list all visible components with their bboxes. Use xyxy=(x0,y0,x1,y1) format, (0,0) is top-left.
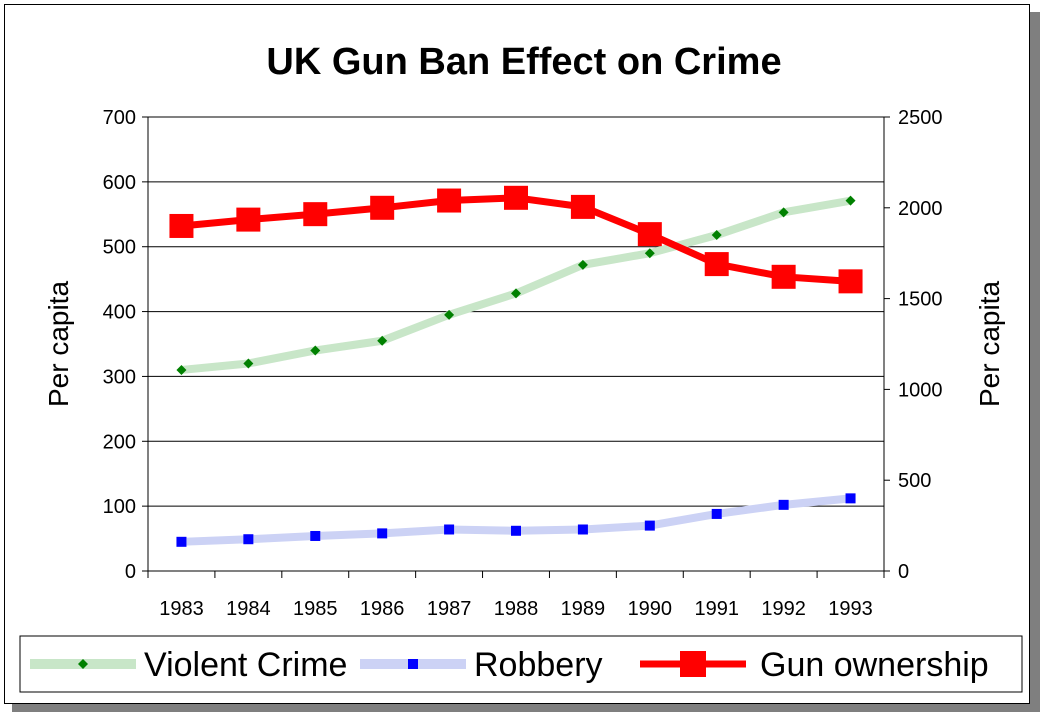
data-point xyxy=(370,195,395,220)
data-point xyxy=(511,288,521,299)
y-tick-label: 500 xyxy=(103,237,136,259)
x-tick-label-1986: 1986 xyxy=(360,598,405,620)
y2-tick-label: 1500 xyxy=(898,289,943,311)
y-tick-label: 400 xyxy=(103,302,136,324)
x-tick-label-1991: 1991 xyxy=(694,598,739,620)
x-tick-label-1988: 1988 xyxy=(494,598,539,620)
legend xyxy=(19,635,1023,693)
y2-axis-label: Per capita xyxy=(974,281,1005,407)
series-violent-crime xyxy=(176,195,856,375)
data-point xyxy=(176,364,187,375)
legend-swatch-marker xyxy=(680,651,706,677)
data-point xyxy=(637,222,662,247)
series-layer xyxy=(169,185,863,547)
data-point xyxy=(845,195,856,206)
data-point xyxy=(236,207,261,232)
data-point xyxy=(444,309,455,320)
series-gun-ownership xyxy=(169,185,863,294)
data-point xyxy=(243,358,254,369)
y2-tick-label: 2000 xyxy=(898,198,943,220)
y-tick-label: 700 xyxy=(103,107,136,129)
legend-label: Robbery xyxy=(474,646,603,684)
data-point xyxy=(243,534,254,545)
axes: 0 100 200 300 400 500 600 700 0 500 1000 1500 2000 25… xyxy=(103,107,943,620)
legend-entries: Violent Crime Robbery Gun ownership xyxy=(30,646,989,684)
legend-swatch-marker xyxy=(408,659,418,669)
data-point xyxy=(437,188,462,213)
x-tick-label-1990: 1990 xyxy=(628,598,673,620)
y2-tick-label: 1000 xyxy=(898,379,943,401)
data-point xyxy=(377,528,388,539)
data-point xyxy=(838,269,863,294)
data-point xyxy=(778,207,789,218)
plot-area xyxy=(147,116,885,572)
x-tick-label-1992: 1992 xyxy=(761,598,806,620)
legend-entry-gun-ownership: Gun ownership xyxy=(640,646,989,684)
series-robbery xyxy=(176,493,856,547)
data-point xyxy=(771,264,796,289)
data-point xyxy=(570,194,595,219)
data-point xyxy=(704,252,729,277)
y2-tick-label: 0 xyxy=(898,561,909,583)
x-tick-label-1993: 1993 xyxy=(828,598,873,620)
data-point xyxy=(303,202,328,227)
legend-swatch-marker xyxy=(78,659,88,669)
data-point xyxy=(377,335,388,346)
gridlines xyxy=(148,116,884,507)
y2-tick-label: 500 xyxy=(898,470,931,492)
y-axis-label: Per capita xyxy=(43,281,74,407)
data-point xyxy=(577,259,588,270)
data-point xyxy=(310,530,321,541)
series-line xyxy=(181,194,851,285)
x-tick-label-1985: 1985 xyxy=(293,598,338,620)
y-tick-label: 100 xyxy=(103,496,136,518)
x-tick-label-1983: 1983 xyxy=(159,598,204,620)
data-point xyxy=(577,524,588,535)
legend-entry-violent-crime: Violent Crime xyxy=(30,646,347,684)
data-point xyxy=(644,248,655,259)
data-point xyxy=(711,508,722,519)
series-line xyxy=(181,196,852,374)
y2-tick-label: 2500 xyxy=(898,107,943,129)
x-tick-label-1984: 1984 xyxy=(226,598,271,620)
x-tick-label-1987: 1987 xyxy=(427,598,472,620)
data-point xyxy=(511,525,521,536)
chart-title: UK Gun Ban Effect on Crime xyxy=(266,41,781,83)
data-point xyxy=(169,213,194,238)
y-tick-label: 200 xyxy=(103,431,136,453)
chart-frame xyxy=(4,4,1030,704)
legend-label: Violent Crime xyxy=(144,646,347,684)
data-point xyxy=(644,520,655,531)
x-tick-label-1989: 1989 xyxy=(561,598,606,620)
y-tick-label: 600 xyxy=(103,172,136,194)
data-point xyxy=(845,493,856,504)
data-point xyxy=(310,345,321,356)
data-point xyxy=(778,499,789,510)
y-tick-label: 0 xyxy=(125,561,136,583)
data-point xyxy=(444,524,455,535)
data-point xyxy=(711,230,722,241)
legend-label: Gun ownership xyxy=(760,646,989,684)
data-point xyxy=(504,185,528,210)
data-point xyxy=(176,536,187,547)
legend-entry-robbery: Robbery xyxy=(360,646,603,684)
y-tick-label: 300 xyxy=(103,366,136,388)
